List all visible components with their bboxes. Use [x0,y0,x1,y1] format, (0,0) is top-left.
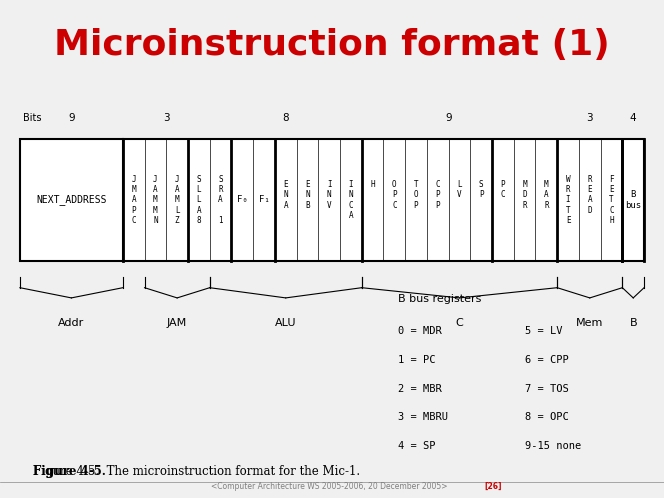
Text: S
R
A
 
1: S R A 1 [218,175,223,225]
Text: I
N
V: I N V [327,180,331,220]
Text: E
N
B: E N B [305,180,310,220]
Text: 6 = CPP: 6 = CPP [525,355,568,365]
Text: S
P: S P [479,180,483,220]
Text: C: C [456,318,463,328]
Text: 3: 3 [586,113,593,123]
Text: F₁: F₁ [259,195,270,204]
Text: F
E
T
C
H: F E T C H [609,175,614,225]
Text: 9-15 none: 9-15 none [525,441,581,451]
Text: E
N
A: E N A [284,180,288,220]
Text: Bits: Bits [23,113,42,123]
Text: 2 = MBR: 2 = MBR [398,383,442,393]
FancyBboxPatch shape [20,138,644,261]
Text: M
D
R: M D R [523,180,527,220]
Text: 7 = TOS: 7 = TOS [525,383,568,393]
Text: J
M
A
P
C: J M A P C [131,175,136,225]
Text: <Computer Architecture WS 2005-2006, 20 December 2005>: <Computer Architecture WS 2005-2006, 20 … [211,482,453,491]
Text: H: H [371,180,375,220]
Text: Addr: Addr [58,318,84,328]
Text: 5 = LV: 5 = LV [525,327,562,337]
Text: 8 = OPC: 8 = OPC [525,412,568,422]
Text: L
V: L V [457,180,461,220]
Text: 4 = SP: 4 = SP [398,441,436,451]
Text: S
L
L
A
8: S L L A 8 [197,175,201,225]
Text: F₀: F₀ [237,195,248,204]
Text: 9: 9 [446,113,452,123]
Text: P
C: P C [501,180,505,220]
Text: NEXT_ADDRESS: NEXT_ADDRESS [36,194,107,205]
Text: 4: 4 [630,113,637,123]
Text: B bus registers: B bus registers [398,294,482,304]
Text: M
A
R: M A R [544,180,548,220]
Text: B: B [629,318,637,328]
Text: Mem: Mem [576,318,604,328]
Text: ALU: ALU [275,318,297,328]
Text: R
E
A
D: R E A D [588,175,592,225]
Text: T
O
P: T O P [414,180,418,220]
Text: Microinstruction format (1): Microinstruction format (1) [54,28,610,62]
Text: 1 = PC: 1 = PC [398,355,436,365]
Text: 3 = MBRU: 3 = MBRU [398,412,448,422]
Text: O
P
C: O P C [392,180,396,220]
Text: 3: 3 [163,113,169,123]
Text: Figure 4-5.  The microinstruction format for the Mic-1.: Figure 4-5. The microinstruction format … [33,465,361,479]
Text: JAM: JAM [167,318,187,328]
Text: 9: 9 [68,113,74,123]
Text: 8: 8 [282,113,289,123]
Text: C
P
P: C P P [436,180,440,220]
Text: 0 = MDR: 0 = MDR [398,327,442,337]
Text: W
R
I
T
E: W R I T E [566,175,570,225]
Text: J
A
M
M
N: J A M M N [153,175,158,225]
Text: B
bus: B bus [625,190,641,210]
Text: [26]: [26] [485,482,502,491]
Text: Figure 4-5.: Figure 4-5. [33,465,106,479]
Text: J
A
M
L
Z: J A M L Z [175,175,179,225]
Text: I
N
C
A: I N C A [349,180,353,220]
